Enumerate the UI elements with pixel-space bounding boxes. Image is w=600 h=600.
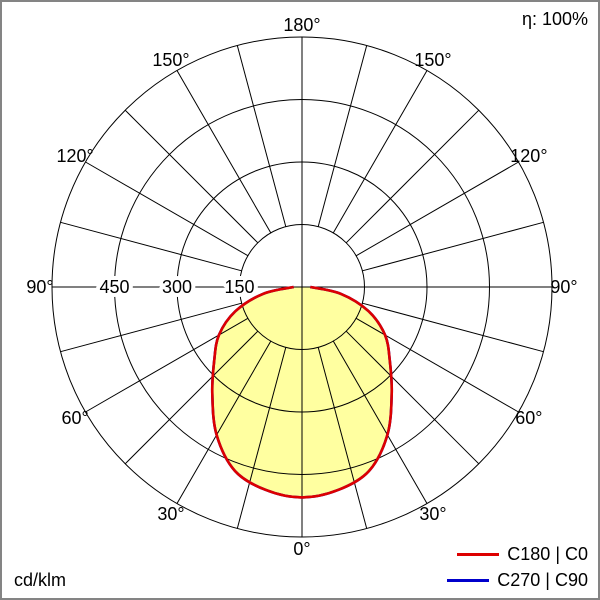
legend-line-c270-c90-icon	[447, 579, 490, 582]
ring-label-300: 300	[162, 277, 192, 297]
angle-label-120-left: 120°	[56, 146, 93, 166]
legend-item-c180-c0: C180 | C0	[447, 544, 588, 565]
grid-spoke-330	[176, 340, 272, 504]
curve-c180-c0	[210, 285, 394, 499]
grid-spoke-30	[332, 340, 428, 504]
grid-spoke-45	[345, 330, 480, 465]
legend-line-c180-c0-icon	[457, 553, 500, 556]
grid-spoke-15	[317, 347, 368, 529]
legend-label-c270-c90: C270 | C90	[497, 570, 588, 590]
legend: C180 | C0 C270 | C90	[447, 544, 588, 591]
unit-label: cd/klm	[14, 570, 67, 590]
grid-spoke-285	[60, 302, 242, 353]
angle-label-180-right: 180°	[283, 15, 320, 35]
angle-label-30-left: 30°	[157, 504, 184, 524]
grid-spoke-315	[124, 330, 259, 465]
angle-label-150-left: 150°	[152, 50, 189, 70]
grid-spoke-165	[317, 45, 368, 227]
grid-spoke-195	[236, 45, 287, 227]
legend-label-c180-c0: C180 | C0	[507, 544, 588, 564]
angle-label-0-right: 0°	[293, 539, 310, 559]
grid-spoke-150	[332, 70, 428, 234]
legend-item-c270-c90: C270 | C90	[447, 570, 588, 591]
grid-spoke-225	[124, 109, 259, 244]
angle-label-90-right: 90°	[550, 277, 577, 297]
angle-label-60-left: 60°	[61, 408, 88, 428]
angle-label-30-right: 30°	[419, 504, 446, 524]
ring-label-450: 450	[99, 277, 129, 297]
grid-spoke-105	[362, 221, 544, 272]
angle-label-60-right: 60°	[515, 408, 542, 428]
grid-spoke-135	[345, 109, 480, 244]
grid-spoke-345	[236, 347, 287, 529]
grid-spoke-120	[355, 161, 519, 257]
efficiency-label: η: 100%	[521, 9, 588, 29]
grid-spoke-255	[60, 221, 242, 272]
grid-spoke-240	[85, 161, 249, 257]
angle-label-150-right: 150°	[414, 50, 451, 70]
grid-spoke-210	[176, 70, 272, 234]
angle-label-90-left: 90°	[26, 277, 53, 297]
ring-label-150: 150	[224, 277, 254, 297]
angle-label-120-right: 120°	[510, 146, 547, 166]
grid-spoke-75	[362, 302, 544, 353]
